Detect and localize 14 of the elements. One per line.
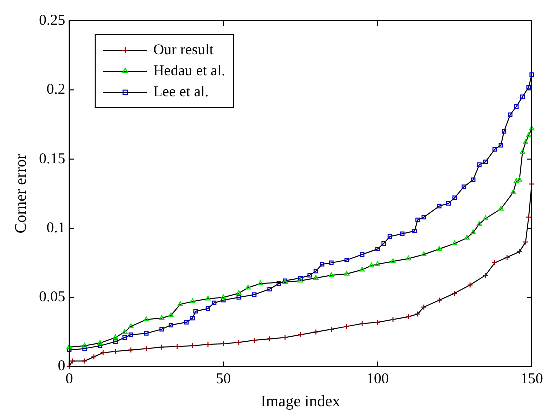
y-tick-label: 0.15 <box>39 151 66 168</box>
y-axis-title: Corner error <box>12 153 30 234</box>
x-tick-label: 100 <box>366 372 390 388</box>
legend-label: Hedau et al. <box>153 63 226 80</box>
y-tick-label: 0.2 <box>46 82 66 98</box>
x-tick-label: 50 <box>216 372 232 388</box>
y-tick-label: 0.25 <box>39 12 66 29</box>
x-axis-title: Image index <box>260 394 340 411</box>
legend-label: Our result <box>153 42 215 58</box>
y-tick-label: 0.05 <box>39 290 66 306</box>
y-tick-label: 0.1 <box>46 220 66 236</box>
y-tick-label: 0 <box>58 358 66 375</box>
legend-label: Lee et al. <box>153 84 209 100</box>
x-tick-label: 150 <box>520 372 544 388</box>
